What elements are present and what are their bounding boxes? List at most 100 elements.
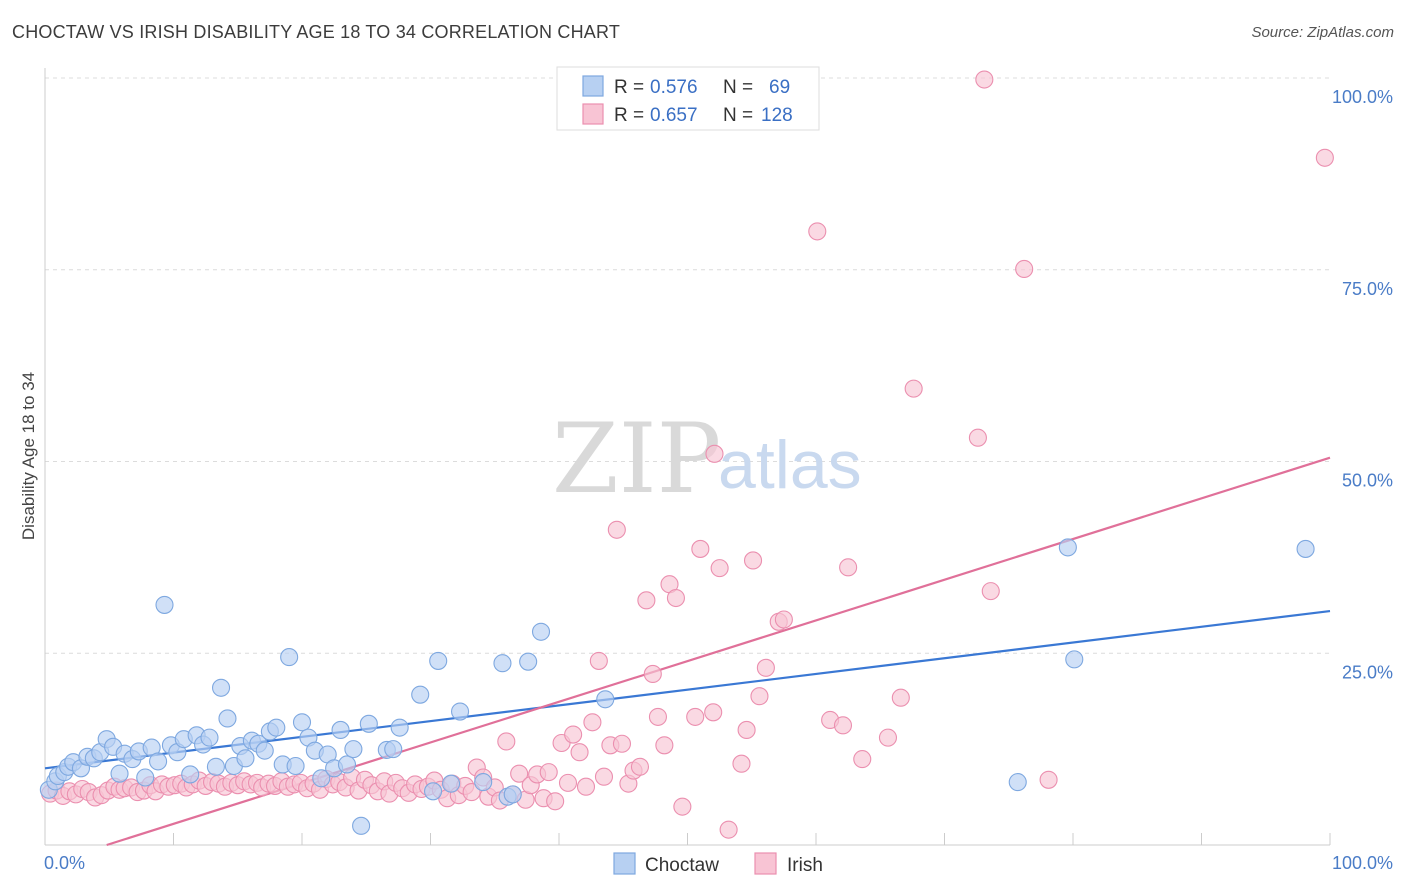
choctaw-point — [181, 765, 200, 784]
choctaw-point — [155, 595, 174, 614]
x-tick-label: 0.0% — [44, 853, 85, 873]
irish-point — [705, 444, 724, 463]
axes — [44, 68, 1330, 846]
irish-point — [576, 777, 596, 796]
choctaw-legend-swatch — [613, 852, 636, 875]
y-tick-label: 50.0% — [1342, 471, 1393, 491]
choctaw-point — [531, 622, 551, 641]
choctaw-point — [474, 773, 493, 792]
irish-point — [546, 792, 565, 811]
choctaw-point — [255, 741, 274, 760]
irish-point — [750, 687, 769, 706]
irish-point — [686, 707, 705, 726]
tick-labels: 25.0% 50.0% 75.0% 100.0% 0.0% 100.0% — [44, 87, 1393, 873]
irish-point — [904, 379, 923, 398]
irish-point — [1039, 770, 1058, 789]
choctaw-r-label: R = — [614, 77, 644, 98]
source-credit: Source: ZipAtlas.com — [1251, 24, 1394, 41]
choctaw-point — [331, 720, 350, 740]
irish-point — [704, 703, 723, 722]
irish-n-value: 128 — [761, 105, 793, 126]
choctaw-stat-swatch — [582, 75, 604, 97]
stats-legend: R = 0.576 N = 69 R = 0.657 N = 128 — [556, 66, 820, 131]
choctaw-point — [424, 782, 443, 801]
irish-point — [719, 820, 738, 839]
irish-point — [648, 707, 667, 726]
choctaw-point — [267, 718, 286, 737]
choctaw-point — [200, 728, 219, 747]
choctaw-point — [451, 702, 470, 721]
choctaw-point — [136, 768, 155, 787]
choctaw-n-value: 69 — [769, 77, 790, 98]
data-points — [39, 70, 1334, 839]
irish-legend-swatch — [754, 852, 777, 875]
choctaw-point — [411, 685, 430, 704]
watermark-atlas: atlas — [718, 427, 862, 503]
choctaw-point — [596, 690, 615, 709]
irish-point — [691, 539, 710, 558]
choctaw-point — [503, 785, 522, 804]
irish-legend-label: Irish — [787, 855, 823, 876]
choctaw-point — [352, 816, 371, 835]
choctaw-point — [442, 774, 461, 793]
irish-point — [462, 783, 481, 802]
choctaw-point — [110, 764, 129, 783]
choctaw-n-label: N = — [723, 77, 753, 98]
irish-point — [630, 757, 650, 776]
irish-point — [710, 559, 729, 578]
choctaw-point — [286, 756, 305, 776]
irish-point — [853, 750, 872, 769]
irish-stat-swatch — [582, 103, 604, 125]
irish-point — [673, 797, 692, 816]
choctaw-point — [493, 654, 512, 673]
irish-point — [774, 610, 793, 629]
irish-point — [510, 764, 529, 783]
irish-point — [1015, 259, 1034, 279]
irish-point — [564, 725, 583, 744]
choctaw-point — [236, 749, 255, 768]
irish-point — [737, 720, 756, 740]
irish-point — [570, 743, 589, 762]
watermark: ZIP atlas — [552, 403, 862, 515]
choctaw-point — [337, 755, 357, 774]
choctaw-point — [211, 678, 231, 697]
choctaw-point — [359, 714, 378, 733]
choctaw-point — [344, 740, 363, 759]
choctaw-point — [280, 648, 299, 667]
irish-r-label: R = — [614, 105, 644, 126]
irish-point — [1315, 148, 1334, 167]
x-tick-label: 100.0% — [1332, 853, 1393, 873]
irish-point — [833, 716, 853, 735]
irish-point — [975, 70, 994, 89]
choctaw-point — [312, 769, 331, 788]
irish-point — [756, 658, 775, 677]
irish-point — [612, 734, 632, 753]
chart-title: CHOCTAW VS IRISH DISABILITY AGE 18 TO 34… — [12, 22, 621, 42]
irish-point — [497, 732, 516, 751]
choctaw-point — [429, 651, 448, 670]
irish-point — [839, 558, 858, 577]
irish-point — [732, 754, 751, 773]
irish-point — [607, 520, 626, 539]
choctaw-point — [1296, 539, 1315, 558]
irish-point — [666, 588, 685, 608]
choctaw-point — [519, 652, 538, 671]
y-tick-label: 75.0% — [1342, 279, 1393, 299]
irish-point — [637, 591, 656, 610]
irish-point — [743, 551, 763, 570]
irish-point — [558, 773, 578, 792]
choctaw-point — [149, 752, 168, 771]
choctaw-point — [206, 757, 225, 776]
irish-point — [655, 736, 674, 755]
choctaw-point — [1008, 773, 1027, 792]
choctaw-point — [390, 718, 409, 737]
irish-point — [589, 651, 608, 670]
irish-point — [808, 222, 827, 241]
y-axis-label: Disability Age 18 to 34 — [19, 372, 38, 540]
choctaw-point — [1065, 650, 1084, 669]
irish-point — [891, 688, 910, 707]
choctaw-point — [292, 713, 312, 732]
choctaw-point — [1058, 538, 1077, 557]
watermark-zip: ZIP — [552, 403, 721, 515]
